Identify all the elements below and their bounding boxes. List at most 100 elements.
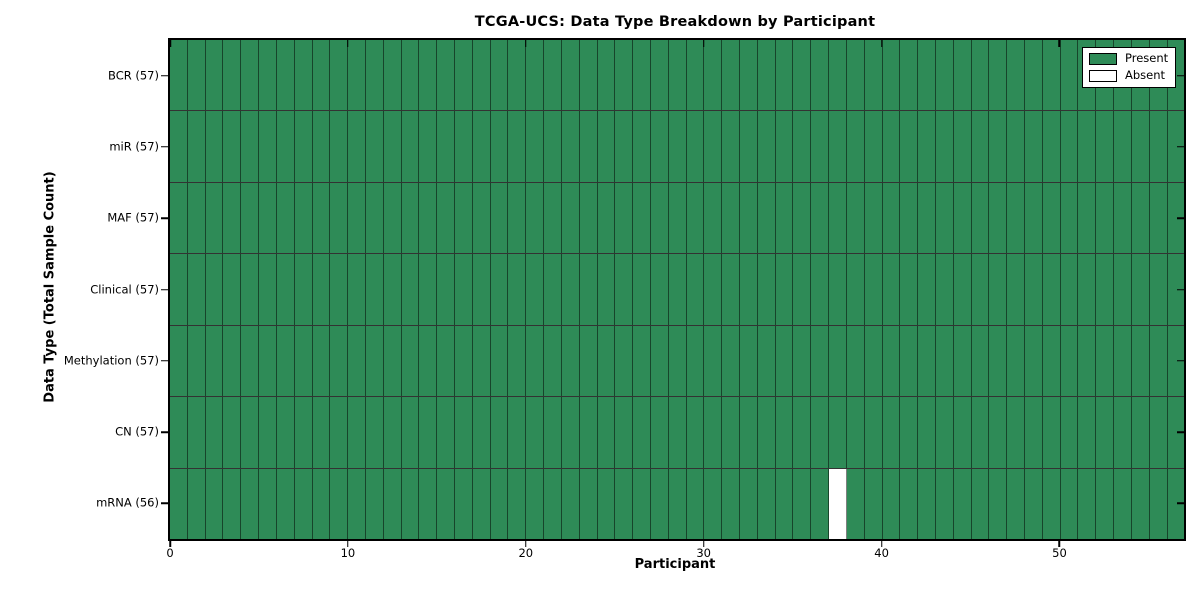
heatmap-cell-present <box>918 40 936 111</box>
heatmap-cell-present <box>1007 468 1025 539</box>
heatmap-cell-present <box>757 40 776 111</box>
heatmap-cell-present <box>1025 325 1043 397</box>
heatmap-cell-present <box>793 325 812 397</box>
heatmap-cell-present <box>561 182 580 254</box>
heatmap-cell-present <box>330 254 349 325</box>
heatmap-cell-present <box>472 111 491 182</box>
x-tick-mark <box>702 541 705 547</box>
heatmap-cell-present <box>1131 325 1150 397</box>
heatmap-cell-present <box>1149 182 1168 254</box>
y-tick-mark <box>1177 502 1184 505</box>
heatmap-cell-present <box>490 182 509 254</box>
heatmap-cell-present <box>704 254 723 325</box>
heatmap-cell-present <box>829 40 847 111</box>
heatmap-cell-present <box>971 182 990 254</box>
heatmap-cell-present <box>722 40 740 111</box>
heatmap-cell-present <box>864 468 883 539</box>
heatmap-cell-present <box>846 254 865 325</box>
heatmap-cell-present <box>1060 40 1079 111</box>
heatmap-cell-present <box>793 254 812 325</box>
heatmap-cell-present <box>650 40 669 111</box>
heatmap-cell-present <box>953 254 972 325</box>
heatmap-cell-present <box>383 182 402 254</box>
heatmap-cell-present <box>900 397 919 468</box>
heatmap-cell-present <box>918 111 936 182</box>
heatmap-cell-present <box>633 254 651 325</box>
heatmap-cell-present <box>472 397 491 468</box>
heatmap-cell-present <box>365 397 384 468</box>
heatmap-cell-present <box>579 468 598 539</box>
heatmap-cell-present <box>294 397 313 468</box>
heatmap-cell-present <box>1096 254 1115 325</box>
heatmap-cell-present <box>775 40 794 111</box>
heatmap-cell-present <box>864 40 883 111</box>
heatmap-cell-present <box>1025 397 1043 468</box>
heatmap-cell-present <box>793 40 812 111</box>
heatmap-cell-present <box>1060 325 1079 397</box>
heatmap-cell-present <box>989 254 1008 325</box>
y-tick-mark <box>161 146 168 148</box>
heatmap-cell-present <box>953 325 972 397</box>
heatmap-cell-present <box>294 254 313 325</box>
heatmap-cell-present <box>205 468 224 539</box>
heatmap-cell-present <box>508 254 527 325</box>
heatmap-cell-present <box>312 254 331 325</box>
heatmap-cell-present <box>597 468 616 539</box>
heatmap-cell-present <box>1042 111 1061 182</box>
heatmap-cell-present <box>259 397 277 468</box>
heatmap-cell-present <box>419 182 438 254</box>
heatmap-cell-present <box>668 325 687 397</box>
heatmap-cell-present <box>829 397 847 468</box>
heatmap-cell-present <box>348 254 366 325</box>
heatmap-cell-present <box>1078 111 1097 182</box>
heatmap-cell-present <box>526 397 545 468</box>
heatmap-cell-present <box>650 325 669 397</box>
y-tick-mark <box>161 74 168 77</box>
legend-entry: Present <box>1089 53 1168 65</box>
heatmap-cell-present <box>829 182 847 254</box>
heatmap-cell-present <box>1096 468 1115 539</box>
y-tick-label: BCR (57) <box>108 67 159 82</box>
heatmap-cell-present <box>526 40 545 111</box>
heatmap-cell-present <box>775 254 794 325</box>
heatmap-cell-present <box>187 254 206 325</box>
heatmap-cell-present <box>953 40 972 111</box>
heatmap-row <box>170 325 1185 398</box>
heatmap-cell-present <box>864 111 883 182</box>
heatmap-cell-present <box>1131 182 1150 254</box>
heatmap-row <box>170 111 1185 183</box>
heatmap-cell-present <box>597 325 616 397</box>
heatmap-cell-present <box>633 397 651 468</box>
heatmap-cell-present <box>740 397 758 468</box>
heatmap-cell-present <box>811 40 830 111</box>
legend-swatch <box>1089 53 1117 65</box>
heatmap-cell-present <box>579 325 598 397</box>
heatmap-cell-present <box>829 325 847 397</box>
heatmap-cell-present <box>187 182 206 254</box>
heatmap-cell-present <box>971 111 990 182</box>
heatmap-cell-present <box>633 111 651 182</box>
heatmap-cell-present <box>1149 325 1168 397</box>
chart-title: TCGA-UCS: Data Type Breakdown by Partici… <box>474 14 876 30</box>
heatmap-cell-present <box>561 111 580 182</box>
heatmap-cell-present <box>330 111 349 182</box>
heatmap-cell-present <box>1060 111 1079 182</box>
heatmap-cell-present <box>900 40 919 111</box>
heatmap-cell-present <box>846 40 865 111</box>
heatmap-cell-present <box>259 254 277 325</box>
heatmap-cell-present <box>882 182 901 254</box>
heatmap-cell-present <box>722 468 740 539</box>
heatmap-cell-present <box>882 254 901 325</box>
heatmap-cell-present <box>294 182 313 254</box>
y-tick-mark <box>161 502 168 505</box>
y-tick-mark <box>1177 217 1184 219</box>
heatmap-cell-present <box>846 397 865 468</box>
heatmap-cell-present <box>1078 254 1097 325</box>
heatmap-cell-present <box>1007 182 1025 254</box>
heatmap-cell-present <box>775 182 794 254</box>
heatmap-cell-present <box>686 254 705 325</box>
heatmap-cell-present <box>330 468 349 539</box>
x-tick-mark <box>347 541 349 547</box>
heatmap-cell-present <box>846 111 865 182</box>
heatmap-cell-present <box>472 325 491 397</box>
